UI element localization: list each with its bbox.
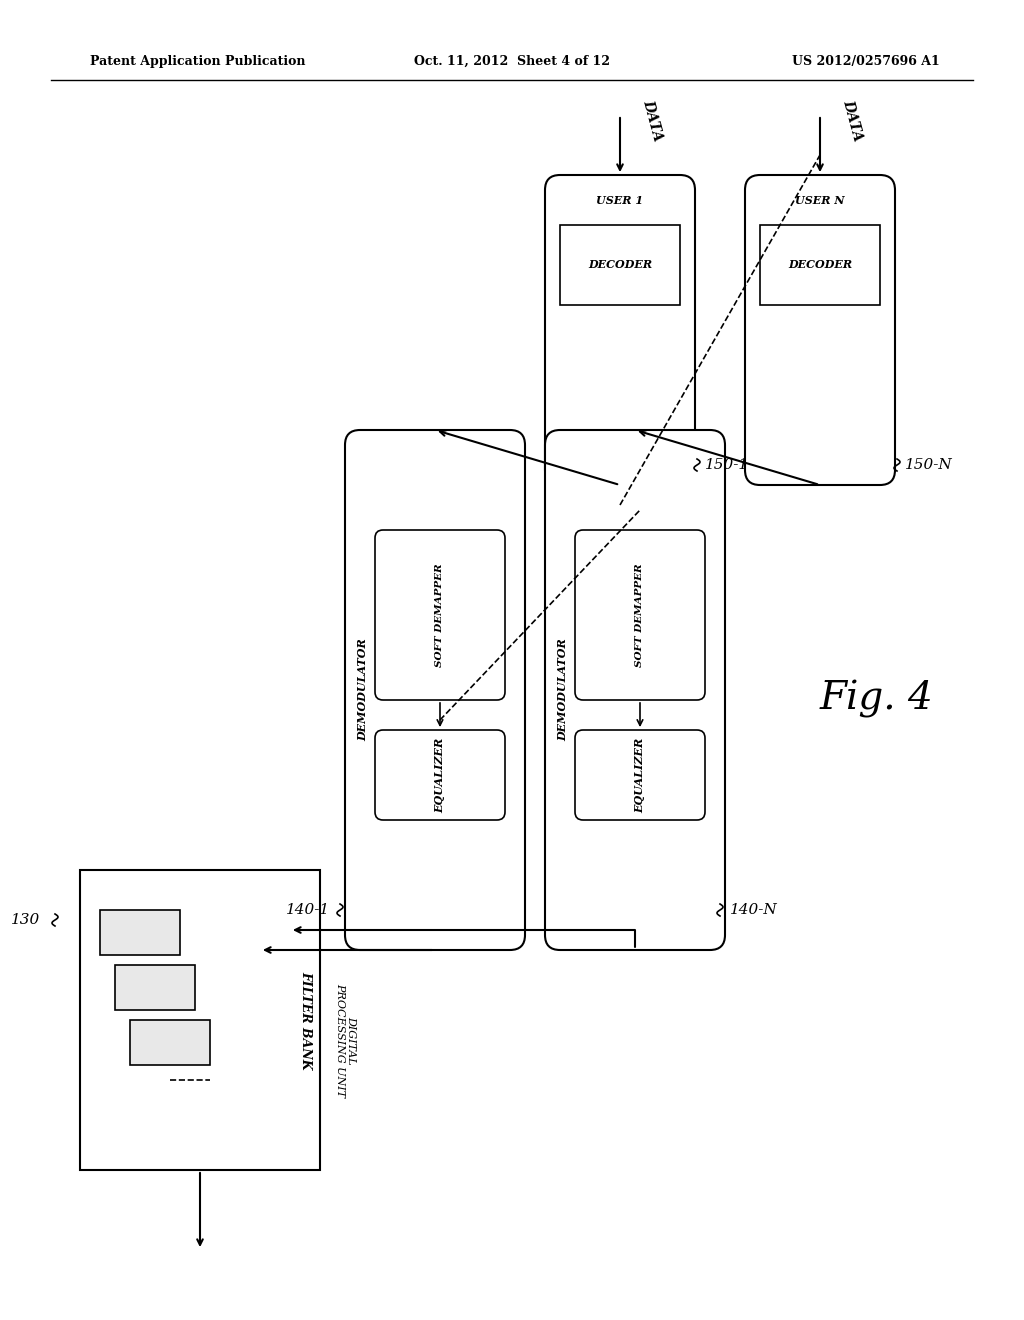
FancyBboxPatch shape (545, 176, 695, 484)
Text: DEMODULATOR: DEMODULATOR (357, 639, 369, 742)
Text: USER 1: USER 1 (596, 194, 643, 206)
Text: 130: 130 (10, 913, 40, 927)
Text: EQUALIZER: EQUALIZER (434, 738, 445, 813)
FancyBboxPatch shape (745, 176, 895, 484)
Text: 150-N: 150-N (905, 458, 952, 473)
FancyBboxPatch shape (575, 730, 705, 820)
Bar (100, 909, 180, 954)
Text: 140-N: 140-N (730, 903, 778, 917)
Text: EQUALIZER: EQUALIZER (635, 738, 645, 813)
Text: DECODER: DECODER (588, 260, 652, 271)
Bar (130, 1020, 210, 1065)
FancyBboxPatch shape (575, 531, 705, 700)
Bar (760, 224, 880, 305)
Bar (80, 870, 319, 1170)
FancyBboxPatch shape (375, 531, 505, 700)
FancyBboxPatch shape (375, 730, 505, 820)
FancyBboxPatch shape (345, 430, 525, 950)
FancyBboxPatch shape (545, 430, 725, 950)
Text: 140-1: 140-1 (286, 903, 330, 917)
Text: 150-1: 150-1 (705, 458, 750, 473)
Text: DATA: DATA (840, 98, 864, 143)
Text: Fig. 4: Fig. 4 (820, 680, 934, 718)
Text: DIGITAL
PROCESSING UNIT: DIGITAL PROCESSING UNIT (335, 983, 356, 1097)
Text: DECODER: DECODER (787, 260, 852, 271)
Bar (560, 224, 680, 305)
Text: SOFT DEMAPPER: SOFT DEMAPPER (636, 564, 644, 667)
Text: Oct. 11, 2012  Sheet 4 of 12: Oct. 11, 2012 Sheet 4 of 12 (414, 55, 610, 69)
Text: USER N: USER N (796, 194, 845, 206)
Text: FILTER BANK: FILTER BANK (299, 970, 312, 1069)
Text: SOFT DEMAPPER: SOFT DEMAPPER (435, 564, 444, 667)
Bar (115, 965, 195, 1010)
Text: US 2012/0257696 A1: US 2012/0257696 A1 (793, 55, 940, 69)
Text: Patent Application Publication: Patent Application Publication (90, 55, 305, 69)
Text: DATA: DATA (640, 98, 665, 143)
Text: DEMODULATOR: DEMODULATOR (557, 639, 568, 742)
